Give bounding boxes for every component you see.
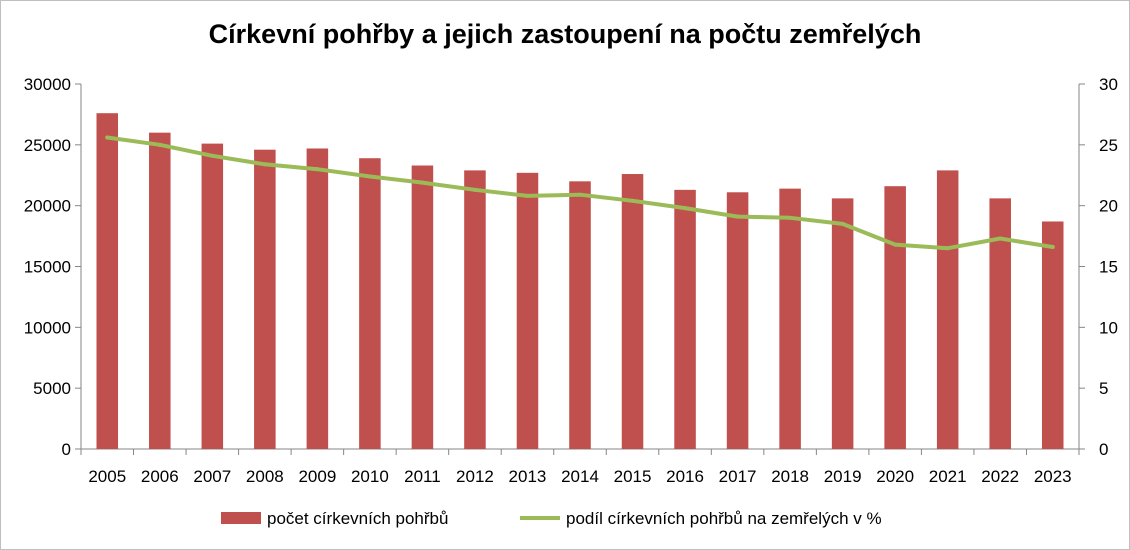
y-left-tick-label: 20000	[24, 197, 71, 216]
line-point	[157, 142, 162, 147]
bar	[989, 198, 1011, 449]
line-point	[735, 214, 740, 219]
line-point	[893, 242, 898, 247]
bar	[306, 148, 329, 449]
x-tick-label: 2005	[88, 467, 126, 486]
legend-label-bar: počet církevních pohřbů	[267, 509, 448, 528]
bar	[884, 186, 906, 449]
y-right-tick-label: 20	[1099, 197, 1118, 216]
x-tick-label: 2006	[141, 467, 179, 486]
bar	[831, 198, 854, 449]
bar	[516, 172, 539, 450]
y-right-tick-label: 25	[1099, 136, 1118, 155]
line-point	[525, 193, 530, 198]
line-point	[683, 206, 688, 211]
line-point	[367, 174, 372, 179]
x-tick-label: 2018	[771, 467, 809, 486]
line-point	[788, 215, 793, 220]
y-right-tick-label: 10	[1099, 318, 1118, 337]
y-left-tick-label: 15000	[24, 258, 71, 277]
bars-group	[96, 113, 1064, 450]
x-tick-label: 2016	[666, 467, 704, 486]
line-point	[262, 162, 267, 167]
bar	[464, 170, 486, 449]
bar	[359, 158, 381, 449]
bar	[1041, 221, 1064, 449]
bar	[254, 149, 276, 449]
bar	[726, 192, 749, 450]
line-point	[420, 180, 425, 185]
x-tick-label: 2010	[351, 467, 389, 486]
bar	[201, 143, 224, 449]
line-point	[210, 153, 215, 158]
bar	[411, 165, 434, 449]
bar	[149, 132, 171, 449]
line-point	[840, 221, 845, 226]
x-tick-label: 2017	[719, 467, 757, 486]
y-left-tick-label: 5000	[33, 379, 71, 398]
x-tick-label: 2019	[824, 467, 862, 486]
bar	[621, 174, 644, 450]
x-tick-label: 2009	[298, 467, 336, 486]
legend-swatch-bar	[221, 512, 261, 524]
y-right-tick-label: 5	[1099, 379, 1108, 398]
bar	[569, 181, 591, 450]
chart-title: Církevní pohřby a jejich zastoupení na p…	[208, 19, 922, 49]
line-point	[315, 167, 320, 172]
line-point	[105, 135, 110, 140]
y-right-tick-label: 30	[1099, 75, 1118, 94]
x-tick-label: 2013	[509, 467, 547, 486]
legend-label-line: podíl církevních pohřbů na zemřelých v %	[566, 509, 882, 528]
y-left-tick-label: 30000	[24, 75, 71, 94]
line-group	[105, 135, 1055, 251]
line-point	[630, 198, 635, 203]
x-tick-label: 2015	[614, 467, 652, 486]
x-tick-label: 2014	[561, 467, 599, 486]
x-tick-label: 2021	[929, 467, 967, 486]
bar	[779, 188, 801, 449]
x-tick-label: 2011	[404, 467, 441, 486]
x-tick-label: 2008	[246, 467, 284, 486]
legend: počet církevních pohřbů podíl církevních…	[221, 509, 882, 528]
bar	[96, 113, 119, 449]
line-point	[1050, 245, 1055, 250]
line-point	[998, 236, 1003, 241]
bar	[936, 170, 959, 449]
y-right-tick-label: 0	[1099, 440, 1108, 459]
x-tick-label: 2023	[1034, 467, 1072, 486]
y-left-tick-label: 10000	[24, 318, 71, 337]
x-tick-label: 2012	[456, 467, 494, 486]
bar	[674, 189, 696, 449]
line-point	[472, 187, 477, 192]
y-right-tick-label: 15	[1099, 258, 1118, 277]
line-point	[578, 192, 582, 197]
x-tick-label: 2007	[193, 467, 231, 486]
line-point	[945, 246, 950, 251]
y-left-tick-label: 25000	[24, 136, 71, 155]
y-left-tick-label: 0	[62, 440, 71, 459]
x-tick-label: 2022	[981, 467, 1019, 486]
x-tick-label: 2020	[876, 467, 914, 486]
ticks-group: 0 5000 10000 15000 20000 25000 30000 0 5 10 15 20 25…	[24, 75, 1118, 486]
